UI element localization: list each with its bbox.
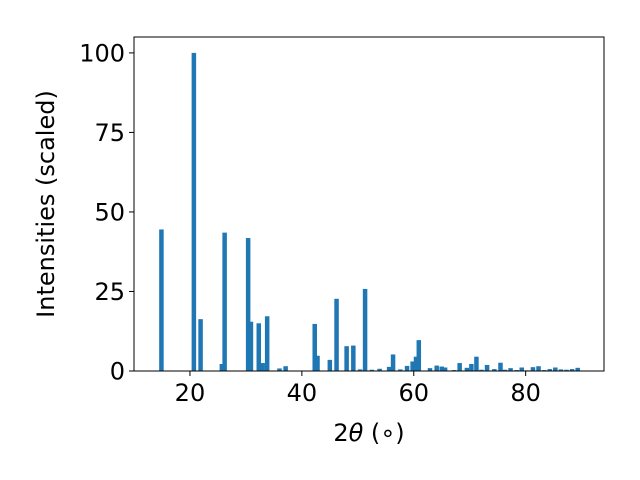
x-axis-label-theta: θ bbox=[349, 419, 364, 447]
bar bbox=[222, 232, 227, 371]
x-tick-label: 40 bbox=[287, 379, 318, 407]
bar bbox=[439, 366, 444, 371]
bar bbox=[519, 367, 524, 371]
bar bbox=[502, 369, 508, 371]
bar bbox=[575, 367, 580, 371]
bar bbox=[398, 369, 403, 371]
y-tick-label: 0 bbox=[110, 358, 125, 386]
bar bbox=[484, 364, 490, 371]
bar bbox=[569, 369, 575, 371]
bar bbox=[474, 356, 479, 371]
bar bbox=[410, 361, 415, 371]
bar bbox=[564, 369, 569, 371]
bar bbox=[219, 364, 225, 371]
bar bbox=[492, 369, 497, 371]
bar bbox=[245, 238, 251, 371]
x-tick-label: 20 bbox=[175, 379, 206, 407]
bar bbox=[508, 368, 513, 371]
bar bbox=[427, 368, 433, 371]
bar bbox=[498, 362, 503, 371]
bar bbox=[357, 369, 363, 371]
bar bbox=[264, 316, 270, 371]
y-tick-label: 75 bbox=[94, 119, 125, 147]
bar bbox=[413, 356, 419, 371]
x-axis-label: 2θ (∘) bbox=[333, 419, 404, 447]
bar-group bbox=[159, 52, 580, 372]
bar bbox=[256, 323, 262, 371]
bar bbox=[369, 369, 375, 371]
bar bbox=[386, 366, 392, 371]
bar bbox=[404, 365, 410, 371]
x-tick-label: 60 bbox=[398, 379, 429, 407]
bar bbox=[547, 369, 552, 371]
bar bbox=[159, 229, 164, 371]
bar bbox=[553, 367, 558, 371]
y-tick-label: 100 bbox=[79, 39, 125, 67]
y-axis-label: Intensities (scaled) bbox=[32, 90, 60, 318]
y-tick-label: 50 bbox=[94, 198, 125, 226]
bar bbox=[377, 368, 382, 371]
bar bbox=[334, 298, 339, 371]
bar bbox=[191, 52, 197, 372]
bar bbox=[315, 355, 320, 371]
bar bbox=[312, 323, 317, 371]
bar bbox=[390, 354, 396, 371]
bar bbox=[260, 363, 265, 371]
bar bbox=[479, 369, 484, 371]
x-axis: 20 40 60 80 bbox=[175, 371, 541, 407]
x-axis-label-unit: (∘) bbox=[363, 419, 404, 447]
bar bbox=[198, 319, 203, 371]
bar bbox=[530, 367, 536, 371]
bar bbox=[457, 363, 462, 371]
x-tick-label: 80 bbox=[510, 379, 541, 407]
bar bbox=[464, 367, 470, 371]
bar bbox=[442, 367, 448, 371]
bar bbox=[469, 364, 474, 371]
bar bbox=[277, 368, 282, 371]
bar bbox=[351, 345, 356, 371]
bar bbox=[283, 366, 288, 371]
bar bbox=[434, 365, 439, 371]
bar bbox=[248, 321, 254, 371]
bar bbox=[558, 369, 564, 371]
bar bbox=[327, 359, 333, 371]
bar bbox=[416, 340, 422, 371]
y-axis: 0 25 50 75 100 bbox=[79, 39, 134, 386]
bar bbox=[362, 288, 368, 371]
y-tick-label: 25 bbox=[94, 278, 125, 306]
x-axis-label-prefix: 2 bbox=[333, 419, 348, 447]
bar bbox=[344, 346, 349, 371]
plot-frame bbox=[133, 36, 605, 372]
bar bbox=[536, 366, 541, 371]
